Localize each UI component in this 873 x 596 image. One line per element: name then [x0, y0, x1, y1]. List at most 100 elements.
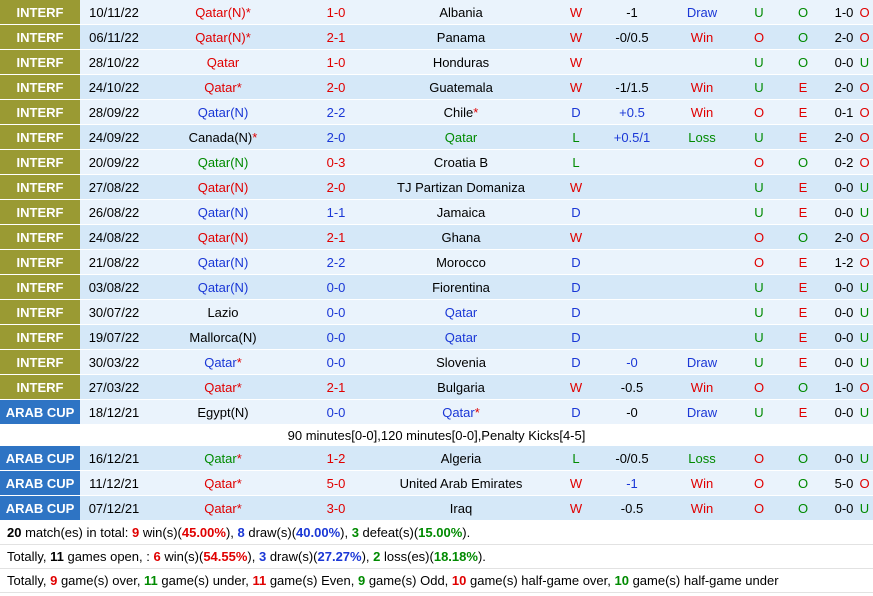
home-team-cell[interactable]: Qatar(N)*	[148, 24, 298, 50]
home-team-cell[interactable]: Qatar(N)	[148, 274, 298, 300]
away-team-name[interactable]: Jamaica	[436, 204, 486, 220]
away-team-cell[interactable]: Albania	[374, 0, 548, 25]
over-under-cell: O	[744, 470, 774, 496]
result-cell: W	[548, 49, 604, 75]
home-team-name[interactable]: Qatar	[204, 500, 237, 516]
away-team-cell[interactable]: Qatar*	[374, 399, 548, 425]
home-team-name[interactable]: Qatar(N)	[197, 104, 249, 120]
handicap-result-cell: Draw	[660, 349, 744, 375]
home-team-cell[interactable]: Qatar*	[148, 374, 298, 400]
half-over-under-cell: O	[856, 470, 873, 496]
odd-even-cell: O	[774, 49, 832, 75]
home-team-cell[interactable]: Qatar*	[148, 349, 298, 375]
home-team-name[interactable]: Qatar	[204, 354, 237, 370]
home-team-cell[interactable]: Qatar(N)	[148, 199, 298, 225]
table-row: INTERF 28/09/22 Qatar(N) 2-2 Chile* D +0.5 Win O…	[0, 99, 873, 125]
away-team-name[interactable]: TJ Partizan Domaniza	[397, 179, 525, 195]
home-team-name[interactable]: Canada(N)	[188, 129, 253, 145]
home-team-cell[interactable]: Qatar(N)	[148, 174, 298, 200]
home-team-cell[interactable]: Canada(N)*	[148, 124, 298, 150]
away-team-name[interactable]: Albania	[439, 4, 483, 20]
home-team-cell[interactable]: Qatar(N)	[148, 149, 298, 175]
handicap-cell: -1	[604, 470, 660, 496]
home-team-cell[interactable]: Qatar*	[148, 495, 298, 521]
home-team-name[interactable]: Qatar(N)	[197, 204, 249, 220]
home-team-cell[interactable]: Mallorca(N)	[148, 324, 298, 350]
home-team-name[interactable]: Qatar(N)	[197, 254, 249, 270]
away-team-cell[interactable]: Jamaica	[374, 199, 548, 225]
home-team-name[interactable]: Qatar(N)	[195, 29, 246, 45]
away-team-name[interactable]: Chile	[443, 104, 474, 120]
away-team-name[interactable]: Fiorentina	[432, 279, 490, 295]
away-team-name[interactable]: Slovenia	[436, 354, 486, 370]
away-team-cell[interactable]: Slovenia	[374, 349, 548, 375]
result-cell: L	[548, 149, 604, 175]
away-team-cell[interactable]: TJ Partizan Domaniza	[374, 174, 548, 200]
result-cell: D	[548, 249, 604, 275]
home-team-name[interactable]: Qatar(N)	[195, 4, 246, 20]
home-team-name[interactable]: Qatar	[204, 79, 237, 95]
away-team-name[interactable]: Honduras	[432, 54, 490, 70]
home-team-cell[interactable]: Qatar*	[148, 445, 298, 471]
home-team-name[interactable]: Qatar	[206, 54, 240, 70]
away-team-name[interactable]: Panama	[436, 29, 486, 45]
away-team-name[interactable]: Morocco	[436, 254, 486, 270]
home-team-name[interactable]: Qatar	[204, 379, 237, 395]
even-count: 11	[252, 573, 267, 588]
handicap-result-cell: Loss	[660, 445, 744, 471]
home-team-name[interactable]: Mallorca(N)	[189, 329, 257, 345]
away-team-name[interactable]: Qatar	[442, 404, 475, 420]
table-row: INTERF 21/08/22 Qatar(N) 2-2 Morocco D O E 1-2 O	[0, 249, 873, 275]
home-team-name[interactable]: Qatar(N)	[197, 279, 249, 295]
home-team-cell[interactable]: Qatar(N)	[148, 224, 298, 250]
away-team-cell[interactable]: Qatar	[374, 324, 548, 350]
away-team-name[interactable]: Guatemala	[429, 79, 493, 95]
away-team-cell[interactable]: Bulgaria	[374, 374, 548, 400]
home-team-name[interactable]: Egypt(N)	[197, 404, 249, 420]
home-team-cell[interactable]: Qatar*	[148, 470, 298, 496]
away-team-name[interactable]: Qatar	[444, 304, 478, 320]
away-team-name[interactable]: Ghana	[441, 229, 481, 245]
away-team-name[interactable]: Bulgaria	[437, 379, 485, 395]
away-team-cell[interactable]: Fiorentina	[374, 274, 548, 300]
home-team-name[interactable]: Qatar	[204, 475, 237, 491]
home-team-name[interactable]: Qatar(N)	[197, 179, 249, 195]
over-under-cell: U	[744, 74, 774, 100]
away-team-name[interactable]: Qatar	[444, 329, 478, 345]
home-team-cell[interactable]: Egypt(N)	[148, 399, 298, 425]
home-team-cell[interactable]: Qatar(N)	[148, 99, 298, 125]
away-team-cell[interactable]: United Arab Emirates	[374, 470, 548, 496]
away-team-cell[interactable]: Guatemala	[374, 74, 548, 100]
away-team-cell[interactable]: Chile*	[374, 99, 548, 125]
home-team-name[interactable]: Qatar(N)	[197, 229, 249, 245]
date-cell: 28/10/22	[80, 49, 148, 75]
away-team-cell[interactable]: Qatar	[374, 124, 548, 150]
home-team-cell[interactable]: Qatar*	[148, 74, 298, 100]
away-team-name[interactable]: Algeria	[440, 450, 482, 466]
away-team-name[interactable]: United Arab Emirates	[399, 475, 523, 491]
away-team-cell[interactable]: Qatar	[374, 299, 548, 325]
half-time-score-cell: 0-0	[832, 49, 856, 75]
away-team-cell[interactable]: Ghana	[374, 224, 548, 250]
away-team-cell[interactable]: Iraq	[374, 495, 548, 521]
away-team-name[interactable]: Qatar	[444, 129, 478, 145]
home-team-cell[interactable]: Qatar(N)	[148, 249, 298, 275]
home-team-cell[interactable]: Qatar	[148, 49, 298, 75]
date-cell: 03/08/22	[80, 274, 148, 300]
away-team-cell[interactable]: Croatia B	[374, 149, 548, 175]
away-team-cell[interactable]: Honduras	[374, 49, 548, 75]
home-team-cell[interactable]: Lazio	[148, 299, 298, 325]
away-team-cell[interactable]: Panama	[374, 24, 548, 50]
result-cell: W	[548, 74, 604, 100]
score-cell: 2-0	[298, 124, 374, 150]
away-team-name[interactable]: Croatia B	[433, 154, 489, 170]
away-team-cell[interactable]: Algeria	[374, 445, 548, 471]
away-team-name[interactable]: Iraq	[449, 500, 473, 516]
home-team-cell[interactable]: Qatar(N)*	[148, 0, 298, 25]
home-team-name[interactable]: Lazio	[207, 304, 239, 320]
away-team-cell[interactable]: Morocco	[374, 249, 548, 275]
home-team-name[interactable]: Qatar(N)	[197, 154, 249, 170]
odd-even-cell: E	[774, 99, 832, 125]
home-team-name[interactable]: Qatar	[204, 450, 237, 466]
table-row: INTERF 24/09/22 Canada(N)* 2-0 Qatar L +0.5/1 L…	[0, 124, 873, 150]
